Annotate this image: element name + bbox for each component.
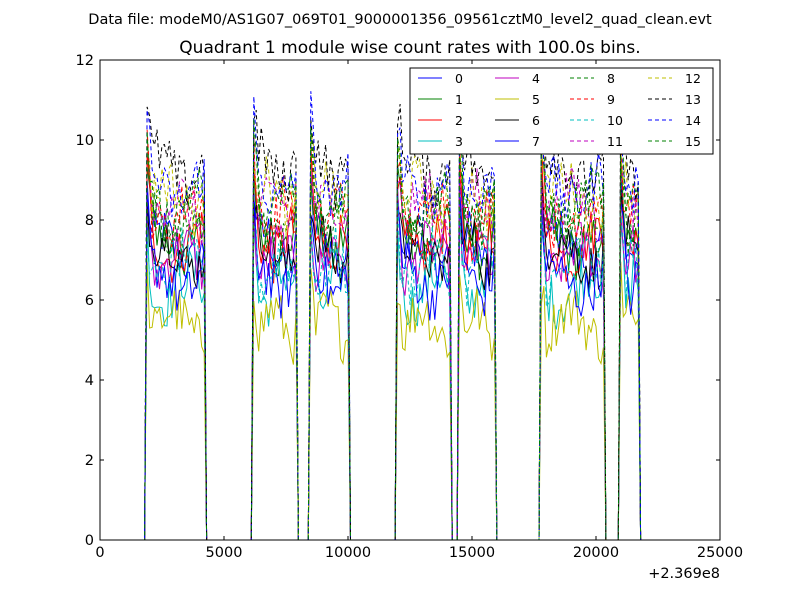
y-tick-label: 6 xyxy=(85,293,94,309)
legend-label-11: 11 xyxy=(607,134,623,149)
legend-label-6: 6 xyxy=(532,113,540,128)
legend-label-10: 10 xyxy=(607,113,623,128)
x-tick-label: 10000 xyxy=(325,545,371,561)
chart-title: Quadrant 1 module wise count rates with … xyxy=(179,38,640,58)
legend-label-2: 2 xyxy=(455,113,463,128)
legend-label-12: 12 xyxy=(685,71,701,86)
legend-label-7: 7 xyxy=(532,134,540,149)
x-offset-label: +2.369e8 xyxy=(648,566,720,582)
x-tick-label: 0 xyxy=(95,545,104,561)
x-tick-label: 20000 xyxy=(573,545,619,561)
y-tick-labels: 0 2 4 6 8 10 12 xyxy=(76,53,94,549)
legend-label-0: 0 xyxy=(455,71,463,86)
figure-supertitle: Data file: modeM0/AS1G07_069T01_90000013… xyxy=(88,12,712,28)
legend-label-14: 14 xyxy=(685,113,701,128)
legend-frame xyxy=(409,67,714,155)
y-tick-label: 0 xyxy=(85,533,94,549)
x-tick-label: 5000 xyxy=(206,545,243,561)
legend-label-4: 4 xyxy=(532,71,540,86)
plot-frame xyxy=(99,59,721,541)
y-tick-label: 8 xyxy=(85,213,94,229)
legend-label-15: 15 xyxy=(685,134,701,149)
y-tick-label: 4 xyxy=(85,373,94,389)
legend-label-9: 9 xyxy=(607,92,615,107)
legend-label-13: 13 xyxy=(685,92,701,107)
y-tick-label: 10 xyxy=(76,133,94,149)
legend-label-1: 1 xyxy=(455,92,463,107)
y-tick-label: 2 xyxy=(85,453,94,469)
x-tick-labels: 0 5000 10000 15000 20000 25000 xyxy=(95,545,743,561)
x-tick-label: 15000 xyxy=(449,545,495,561)
series-line-14 xyxy=(142,91,642,541)
legend-label-8: 8 xyxy=(607,71,615,86)
x-tick-label: 25000 xyxy=(697,545,743,561)
y-tick-label: 12 xyxy=(76,53,94,69)
legend-label-5: 5 xyxy=(532,92,540,107)
legend-label-3: 3 xyxy=(455,134,463,149)
